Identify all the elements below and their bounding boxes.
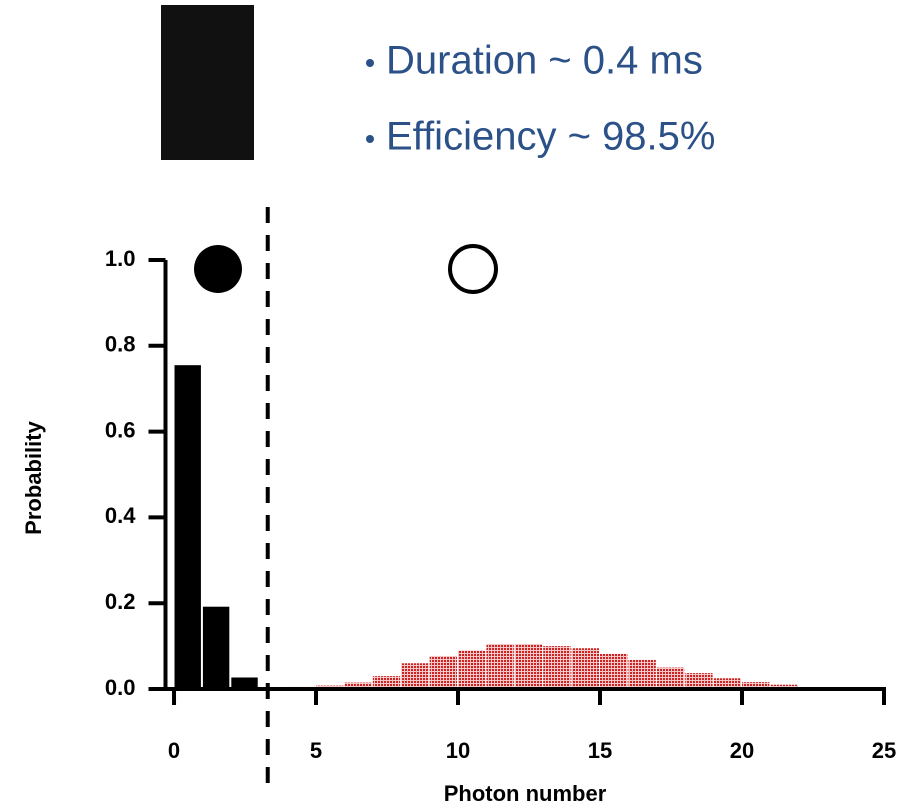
x-tick-label: 0 (168, 738, 180, 763)
state-icon-filled (194, 245, 242, 293)
bar (174, 365, 201, 689)
y-tick-label: 0.0 (105, 675, 136, 700)
annotation: Efficiency ~ 98.5% (386, 115, 715, 159)
y-tick-label: 0.2 (105, 589, 136, 614)
bar (600, 654, 627, 689)
bar (657, 668, 684, 689)
bar (458, 650, 485, 689)
page: Duration ~ 0.4 ms Efficiency ~ 98.5% Pho… (0, 0, 908, 810)
bullet (366, 59, 374, 67)
bar (685, 673, 712, 689)
bar (628, 660, 655, 689)
bar (543, 646, 570, 689)
x-axis-label: Photon number (444, 781, 607, 806)
bar (401, 663, 428, 689)
x-tick-label: 25 (872, 738, 896, 763)
bar (572, 648, 599, 689)
y-tick-label: 0.6 (105, 417, 136, 442)
bar (202, 606, 229, 689)
bullet (366, 135, 374, 143)
bar (430, 656, 457, 689)
y-axis-label: Probability (21, 420, 46, 534)
state-icon-open (450, 246, 496, 292)
y-tick-label: 0.4 (105, 503, 136, 528)
y-tick-label: 1.0 (105, 246, 136, 271)
x-tick-label: 15 (588, 738, 612, 763)
y-tick-label: 0.8 (105, 332, 136, 357)
photo (161, 5, 254, 160)
bar (486, 644, 513, 689)
x-tick-label: 10 (446, 738, 470, 763)
x-tick-label: 20 (730, 738, 754, 763)
x-tick-label: 5 (310, 738, 322, 763)
annotation: Duration ~ 0.4 ms (386, 39, 703, 83)
bar (515, 644, 542, 689)
chart: Duration ~ 0.4 ms Efficiency ~ 98.5% Pho… (0, 0, 908, 810)
